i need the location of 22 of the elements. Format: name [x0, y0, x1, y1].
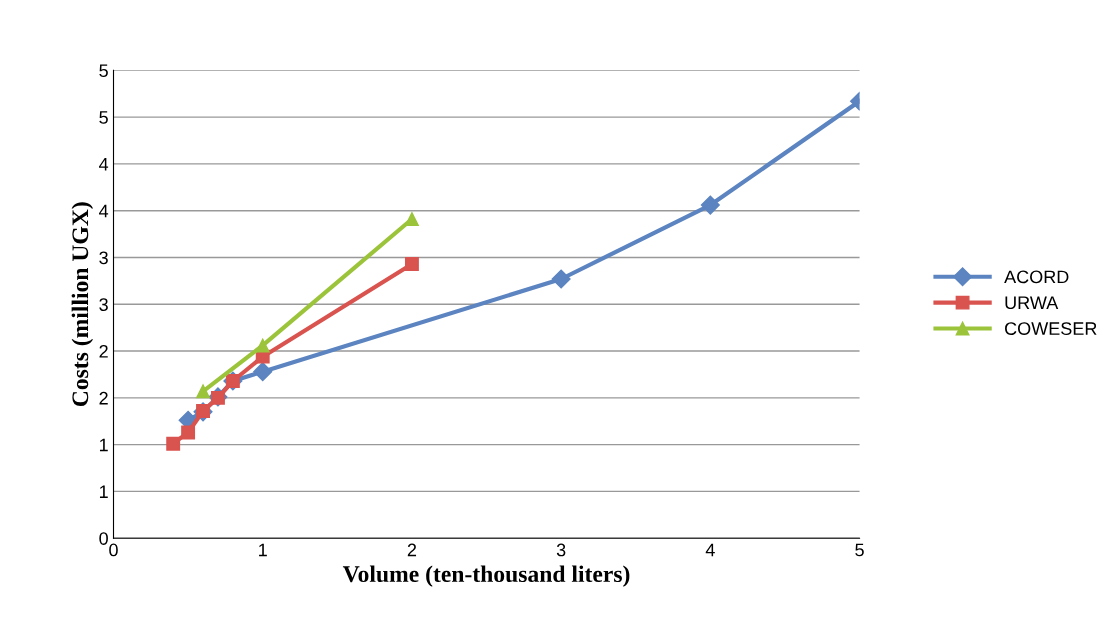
- y-tick-label: 2: [99, 391, 108, 405]
- x-tick-label: 2: [407, 543, 417, 557]
- y-tick-label: 1: [99, 485, 108, 498]
- y-tick-label: 5: [99, 111, 108, 124]
- x-tick-label: 5: [855, 543, 864, 557]
- x-tick-label: 1: [259, 543, 267, 557]
- legend-label: ACORD: [1004, 270, 1069, 284]
- x-tick-label: 0: [109, 543, 118, 557]
- y-tick-label: 3: [99, 251, 108, 265]
- y-tick-label: 1: [99, 438, 108, 452]
- x-axis-title: Volume (ten-thousand liters): [342, 565, 630, 587]
- y-axis-title: Costs (million UGX): [71, 202, 94, 407]
- y-tick-label: 4: [99, 158, 109, 171]
- y-tick-label: 2: [99, 344, 108, 358]
- x-tick-label: 3: [556, 543, 566, 557]
- legend-label: COWESER: [1005, 322, 1097, 335]
- y-tick-label: 3: [99, 298, 108, 311]
- x-tick-label: 4: [705, 543, 715, 557]
- y-tick-label: 5: [99, 64, 108, 78]
- y-tick-label: 0: [99, 532, 108, 545]
- legend-label: URWA: [1005, 296, 1059, 310]
- y-tick-label: 4: [99, 204, 109, 218]
